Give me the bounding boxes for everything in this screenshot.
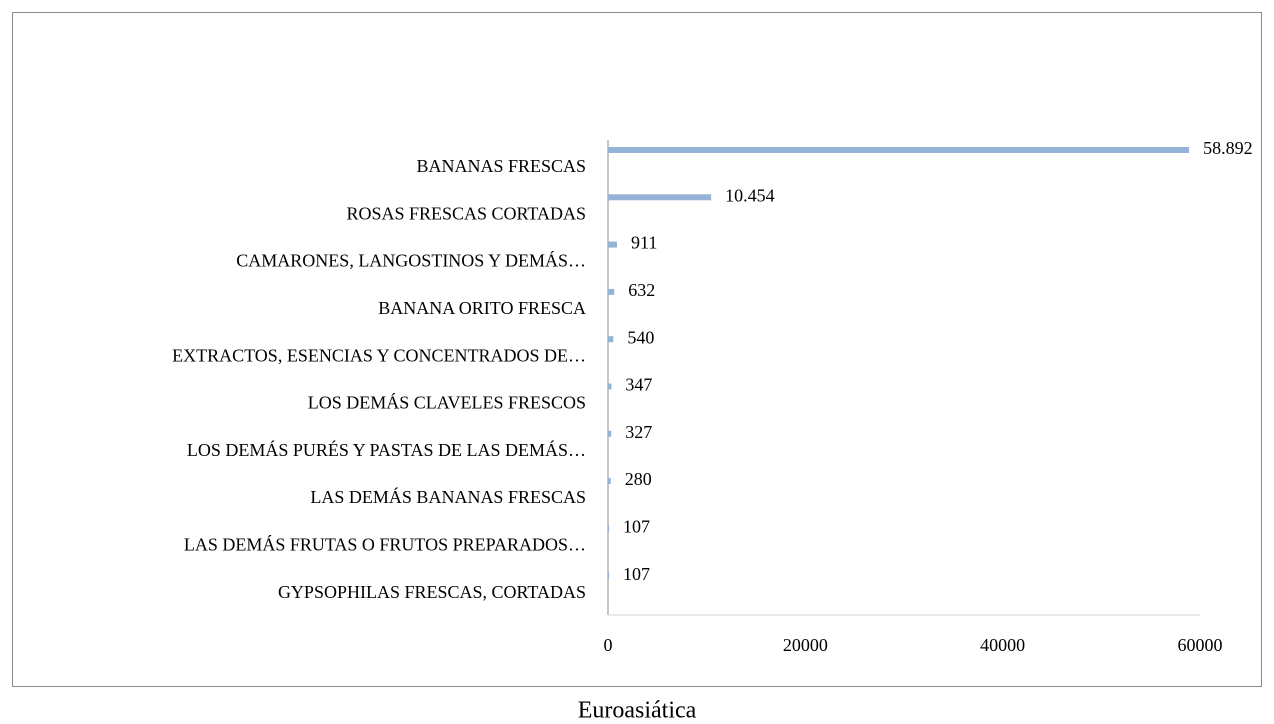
bar xyxy=(608,430,612,437)
y-tick-label: BANANA ORITO FRESCA xyxy=(378,298,586,318)
bar xyxy=(608,572,610,579)
y-tick-label: GYPSOPHILAS FRESCAS, CORTADAS xyxy=(278,582,586,602)
data-label: 347 xyxy=(625,375,652,395)
y-tick-label: CAMARONES, LANGOSTINOS Y DEMÁS… xyxy=(236,250,586,271)
x-tick-label: 60000 xyxy=(1178,635,1223,655)
data-label: 911 xyxy=(631,233,657,253)
data-label: 107 xyxy=(623,517,650,537)
bar xyxy=(608,147,1190,153)
data-label: 280 xyxy=(625,469,652,489)
data-label: 540 xyxy=(627,327,654,347)
data-label: 10.454 xyxy=(725,185,775,205)
bar xyxy=(608,288,615,295)
chart-title: Euroasiática xyxy=(578,698,697,724)
y-tick-label: EXTRACTOS, ESENCIAS Y CONCENTRADOS DE… xyxy=(172,345,586,365)
y-tick-label: LOS DEMÁS PURÉS Y PASTAS DE LAS DEMÁS… xyxy=(187,439,586,460)
data-label: 107 xyxy=(623,564,650,584)
bar xyxy=(608,241,617,248)
data-label: 632 xyxy=(628,280,655,300)
y-tick-label: LOS DEMÁS CLAVELES FRESCOS xyxy=(308,392,586,413)
bar xyxy=(608,525,610,532)
y-tick-label: ROSAS FRESCAS CORTADAS xyxy=(346,203,586,223)
y-tick-label: LAS DEMÁS BANANAS FRESCAS xyxy=(310,486,586,507)
chart-frame xyxy=(12,12,1262,687)
x-tick-label: 20000 xyxy=(783,635,828,655)
x-tick-label: 0 xyxy=(604,635,613,655)
bar xyxy=(608,336,614,343)
data-label: 327 xyxy=(625,422,652,442)
bar xyxy=(608,194,712,201)
bar xyxy=(608,383,612,390)
bar xyxy=(608,478,611,485)
y-tick-label: BANANAS FRESCAS xyxy=(416,156,586,176)
x-tick-label: 40000 xyxy=(980,635,1025,655)
data-label: 58.892 xyxy=(1203,138,1253,158)
y-tick-label: LAS DEMÁS FRUTAS O FRUTOS PREPARADOS… xyxy=(184,534,586,555)
